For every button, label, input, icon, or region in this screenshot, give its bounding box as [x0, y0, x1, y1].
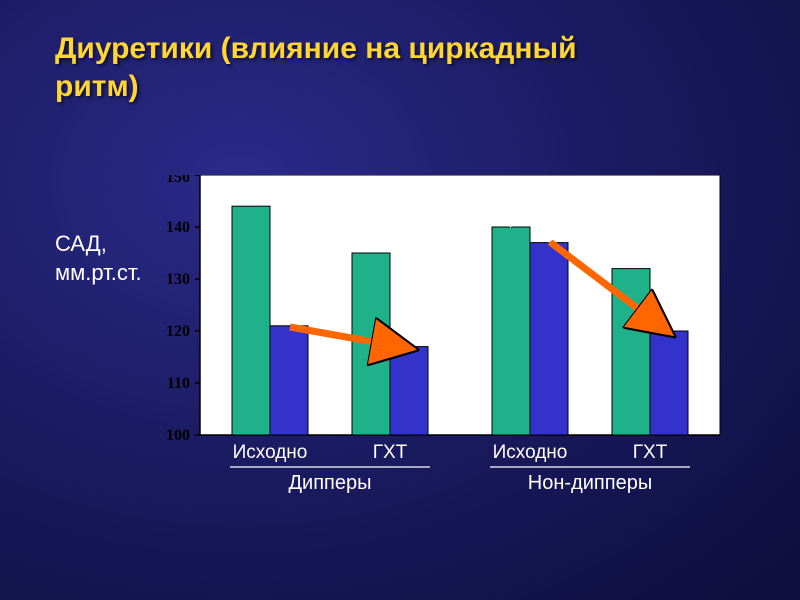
ytick-label: 120 [166, 323, 190, 340]
group-label: Дипперы [289, 472, 372, 494]
chart-container: 100 110 120 130 140 150 День [160, 175, 730, 495]
ytick-label: 130 [166, 271, 190, 288]
ytick-label: 140 [166, 219, 190, 236]
ytick-label: 150 [166, 175, 190, 186]
ytick-label: 110 [167, 375, 190, 392]
bar-night [650, 331, 688, 435]
category-label: ГХТ [373, 442, 408, 463]
category-label: Исходно [493, 442, 568, 463]
bar-night [390, 347, 428, 435]
title-line1: Диуретики (влияние на циркадный [55, 32, 577, 65]
legend-night-label: Ночь [576, 214, 622, 236]
ytick-label: 100 [166, 427, 190, 444]
group-label: Нон-дипперы [528, 472, 652, 494]
bar-day [492, 227, 530, 435]
ylabel-line1: САД, [55, 231, 107, 256]
bar-day [232, 206, 270, 435]
ylabel-line2: мм.рт.ст. [55, 260, 142, 285]
category-label: ГХТ [633, 442, 668, 463]
category-label: Исходно [233, 442, 308, 463]
y-ticks: 100 110 120 130 140 150 [166, 175, 200, 444]
chart-title: Диуретики (влияние на циркадный ритм) [55, 30, 745, 105]
bar-night [530, 243, 568, 435]
bar-night [270, 326, 308, 435]
bar-chart: 100 110 120 130 140 150 День [160, 175, 730, 495]
legend-day-label: День [532, 184, 578, 206]
y-axis-label: САД, мм.рт.ст. [55, 230, 142, 287]
title-line2: ритм) [55, 70, 139, 103]
